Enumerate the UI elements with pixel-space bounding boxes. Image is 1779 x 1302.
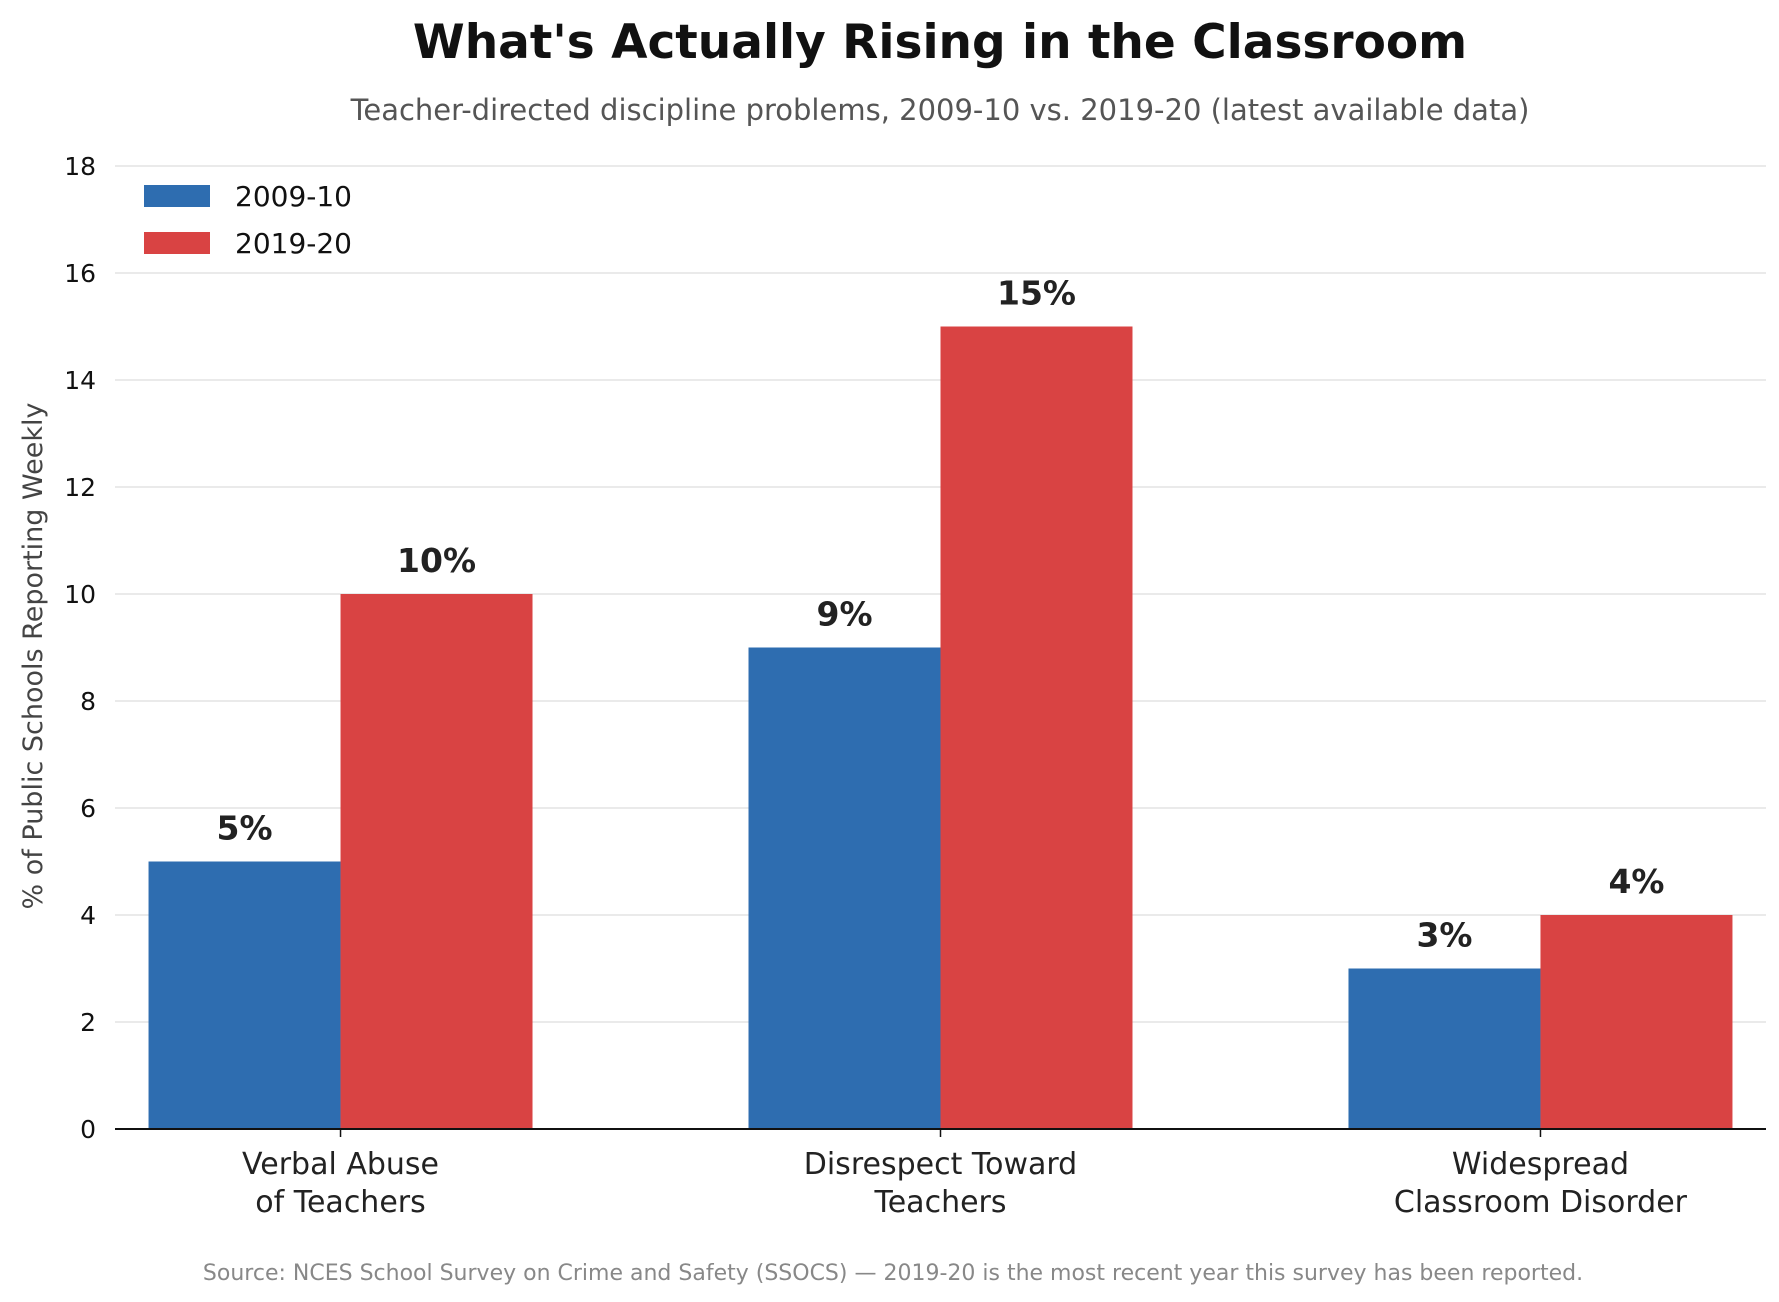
data-label: 4% <box>1608 862 1664 901</box>
data-label: 9% <box>816 595 872 634</box>
y-tick-label: 4 <box>80 901 96 930</box>
y-tick-label: 8 <box>80 687 96 716</box>
x-tick-label: Widespread <box>1452 1147 1629 1182</box>
x-tick-label: Teachers <box>874 1185 1007 1220</box>
legend: 2009-10 2019-20 <box>144 180 352 260</box>
y-axis-ticks: 0 2 4 6 8 10 12 14 16 18 <box>64 152 96 1144</box>
y-tick-label: 18 <box>64 152 96 181</box>
x-tick-label: Verbal Abuse <box>242 1147 439 1182</box>
legend-swatch <box>144 185 210 207</box>
y-tick-label: 10 <box>64 580 96 609</box>
legend-label: 2019-20 <box>235 227 352 260</box>
chart-title: What's Actually Rising in the Classroom <box>413 15 1467 70</box>
bars <box>148 326 1733 1129</box>
y-tick-label: 14 <box>64 366 96 395</box>
bar-2019-20-2 <box>1540 915 1733 1129</box>
bar-2019-20-1 <box>940 326 1133 1129</box>
chart-subtitle: Teacher-directed discipline problems, 20… <box>350 93 1530 127</box>
y-tick-label: 6 <box>80 794 96 823</box>
bar-2019-20-0 <box>340 594 533 1129</box>
y-axis-label: % of Public Schools Reporting Weekly <box>18 403 49 910</box>
y-tick-label: 0 <box>80 1115 96 1144</box>
x-tick-label: Classroom Disorder <box>1394 1185 1688 1220</box>
legend-label: 2009-10 <box>235 180 352 213</box>
data-label: 5% <box>217 809 273 848</box>
y-tick-label: 2 <box>80 1008 96 1037</box>
data-labels: 5% 10% 9% 15% 3% 4% <box>217 274 1665 955</box>
y-tick-label: 12 <box>64 473 96 502</box>
data-label: 15% <box>997 274 1076 313</box>
bar-2009-10-2 <box>1348 968 1541 1129</box>
x-tick-label: Disrespect Toward <box>804 1147 1077 1182</box>
bar-2009-10-1 <box>748 647 941 1129</box>
data-label: 10% <box>397 541 476 580</box>
x-tick-label: of Teachers <box>255 1185 425 1220</box>
legend-swatch <box>144 232 210 254</box>
source-note: Source: NCES School Survey on Crime and … <box>203 1261 1583 1286</box>
data-label: 3% <box>1416 916 1472 955</box>
y-tick-label: 16 <box>64 259 96 288</box>
bar-2009-10-0 <box>148 861 341 1129</box>
